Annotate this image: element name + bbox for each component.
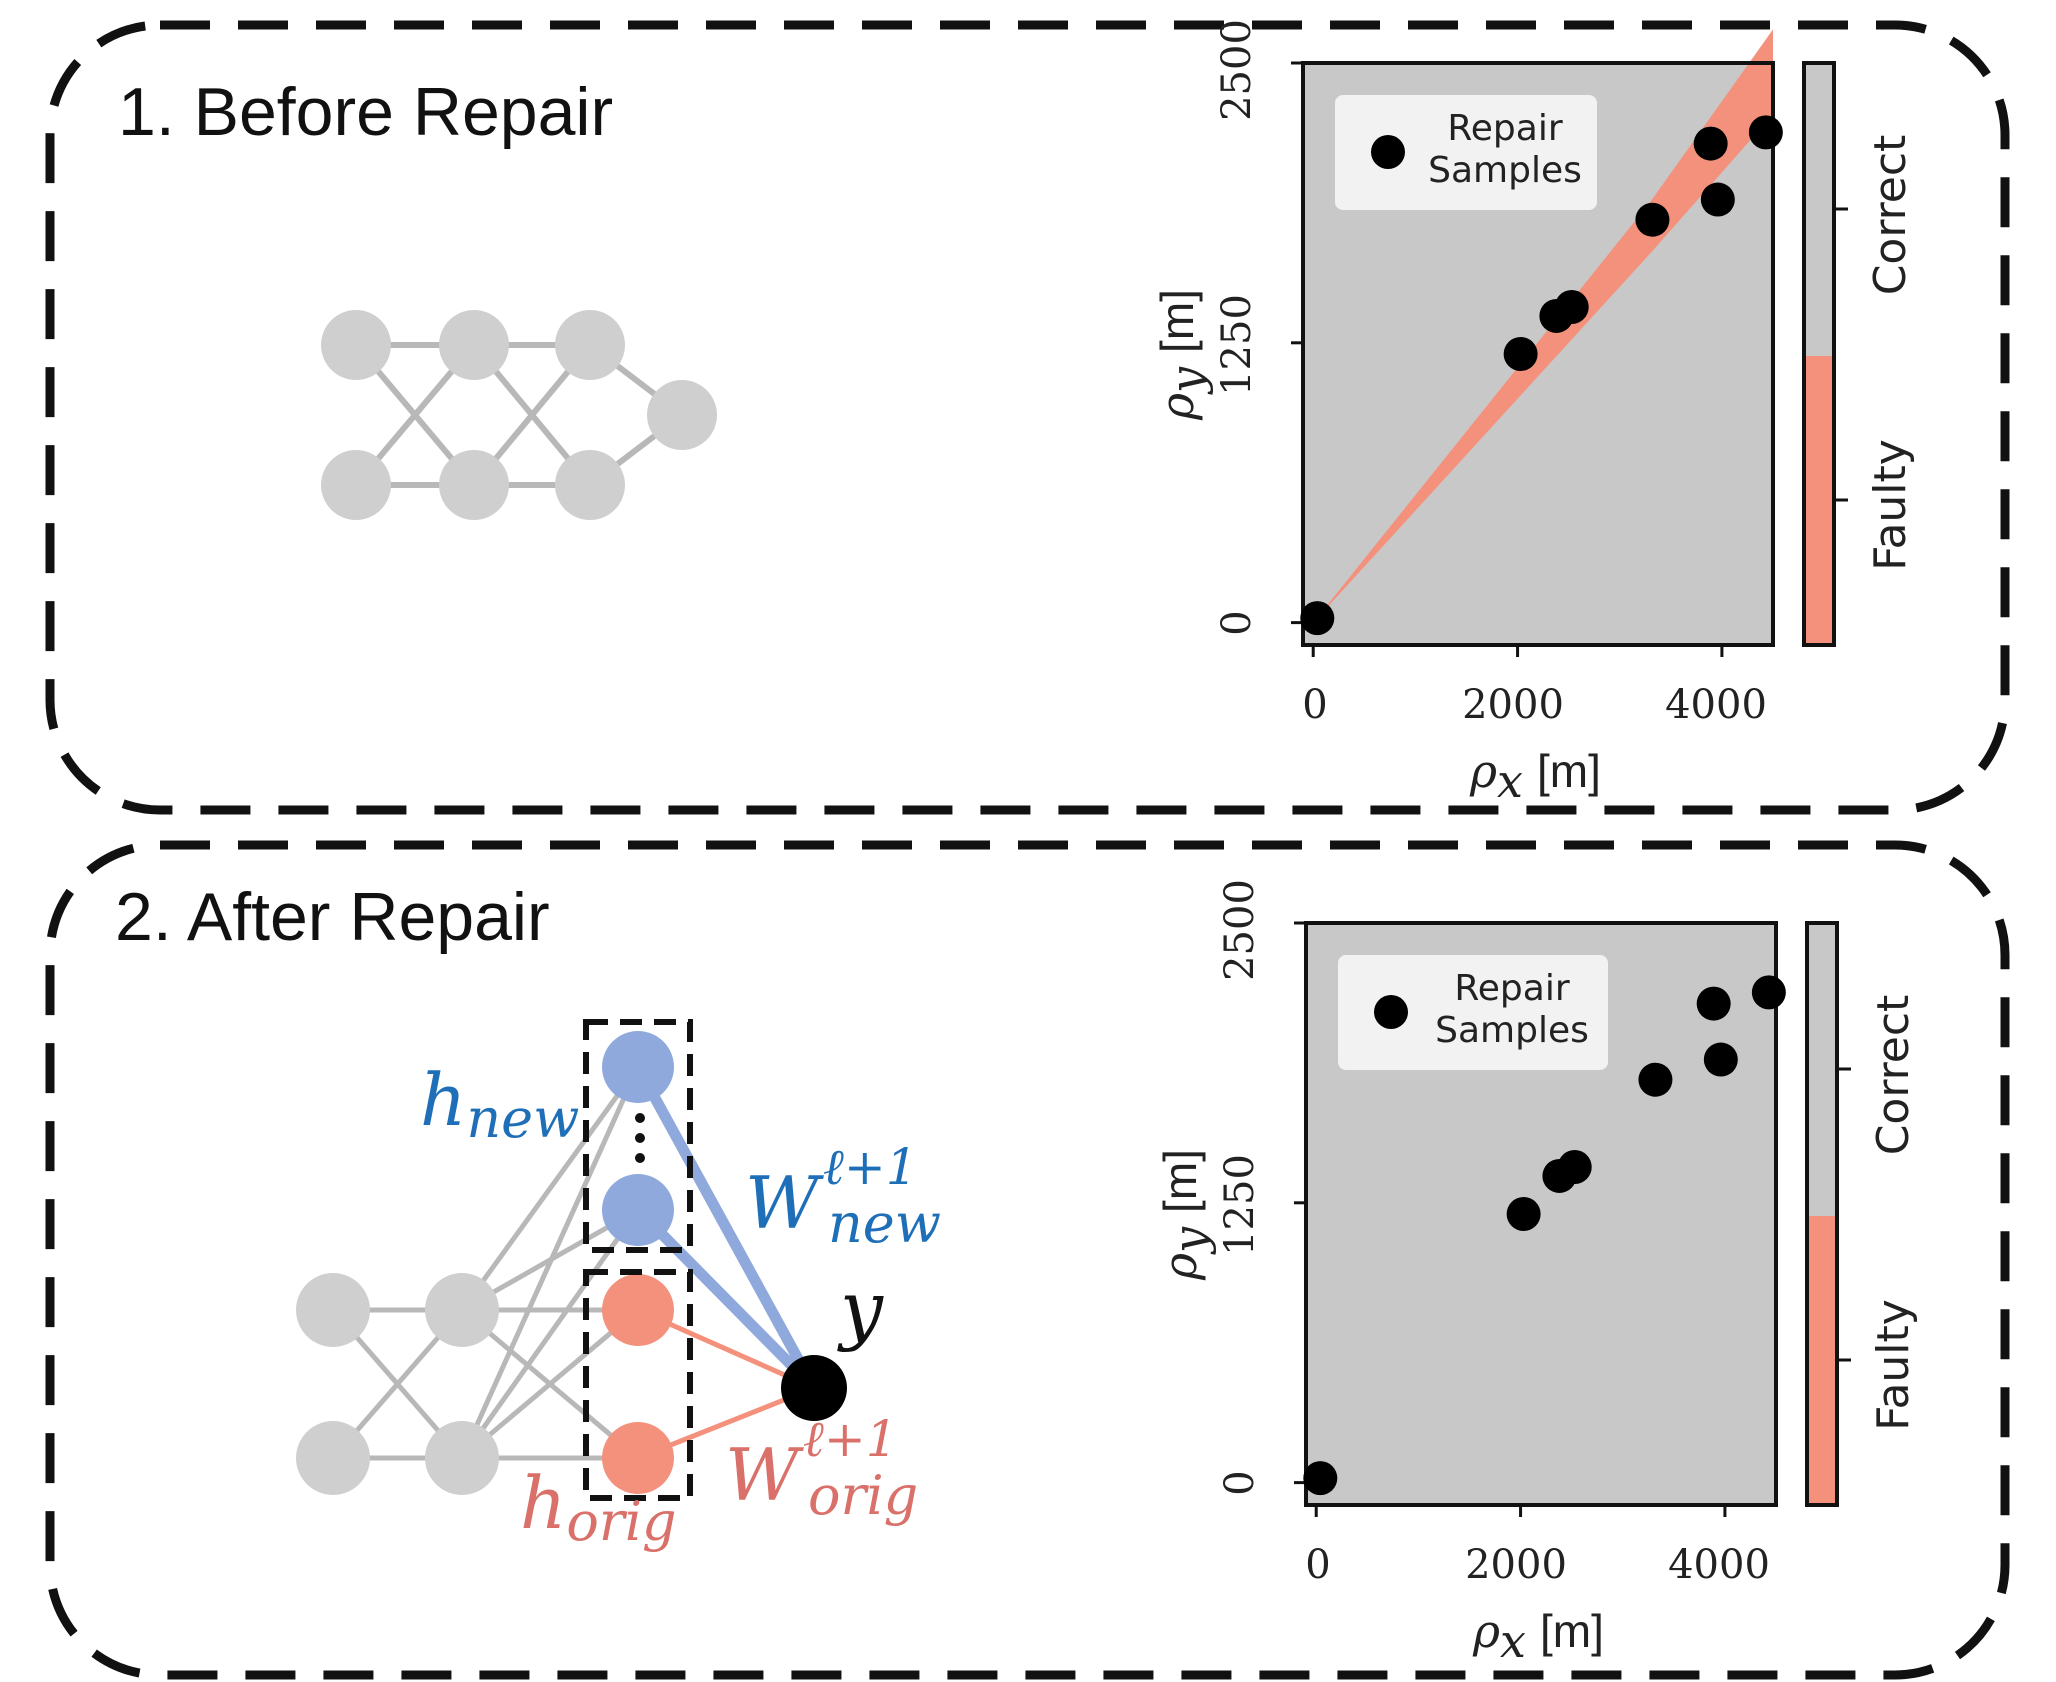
y-tick-label: 0 — [1217, 1470, 1263, 1495]
repair-sample-point — [1700, 182, 1735, 217]
y-tick-label: 0 — [1214, 610, 1260, 635]
repair-sample-point — [1635, 202, 1670, 237]
node — [439, 310, 509, 380]
legend-line-1: Repair — [1454, 968, 1569, 1009]
weights-new — [632, 1061, 820, 1394]
node — [555, 450, 625, 520]
w-orig-label: Wℓ+1 orig — [725, 1410, 918, 1527]
colorbar-faulty — [1804, 356, 1834, 645]
network-before — [353, 342, 684, 488]
repair-sample-point — [1300, 601, 1335, 636]
legend-line-2: Samples — [1428, 150, 1582, 191]
x-tick-label: 2000 — [1465, 1542, 1567, 1588]
panel-1-title: 1. Before Repair — [118, 74, 613, 150]
ellipsis-dots — [635, 1113, 645, 1163]
legend-line-1: Repair — [1447, 108, 1562, 149]
x-tick-label: 4000 — [1665, 682, 1767, 728]
y-axis-label: ρy[m] — [1150, 289, 1214, 421]
repair-sample-point — [1554, 289, 1589, 324]
y-label: y — [837, 1264, 884, 1353]
node — [439, 450, 509, 520]
new-neuron — [602, 1174, 674, 1246]
colorbar-label-faulty: Faulty — [1868, 1299, 1919, 1431]
legend-box — [1335, 95, 1597, 210]
network-after-nodes — [296, 1031, 847, 1495]
chart-after: Repair Samples 0 2000 4000 0 1250 2500 ρ… — [1153, 879, 1919, 1668]
y-tick-label: 1250 — [1217, 1154, 1263, 1256]
panel-2-title: 2. After Repair — [115, 879, 550, 955]
repair-sample-point — [1751, 975, 1786, 1010]
y-tick-label: 2500 — [1217, 879, 1263, 981]
axes-frame — [1304, 921, 1778, 1507]
repair-sample-point — [1557, 1149, 1592, 1184]
chart-before: Repair Samples 0 2000 4000 0 1250 2500 ρ… — [1150, 19, 1916, 808]
node — [425, 1273, 499, 1347]
x-tick-label: 0 — [1302, 682, 1327, 728]
repair-samples — [1303, 975, 1786, 1496]
repair-samples — [1300, 115, 1783, 636]
node — [296, 1273, 370, 1347]
repair-sample-point — [1703, 1042, 1738, 1077]
legend-marker — [1371, 135, 1405, 169]
h-orig-label: horig — [520, 1461, 677, 1553]
repair-sample-point — [1693, 126, 1728, 161]
new-neuron — [602, 1031, 674, 1103]
network-before-nodes — [321, 310, 717, 520]
y-tick-label: 2500 — [1214, 19, 1260, 121]
panel-1-frame — [45, 20, 2010, 815]
colorbar-frame — [1805, 921, 1839, 1507]
axes-frame — [1301, 61, 1775, 647]
repair-sample-point — [1748, 115, 1783, 150]
legend-marker — [1374, 995, 1408, 1029]
x-axis-label: ρx [m] — [1472, 1604, 1604, 1668]
colorbar-label-correct: Correct — [1868, 995, 1919, 1156]
x-tick-label: 4000 — [1668, 1542, 1770, 1588]
h-new-label: hnew — [420, 1058, 579, 1150]
axis-ticks — [1294, 921, 1727, 1517]
output-node — [647, 380, 717, 450]
x-tick-label: 0 — [1305, 1542, 1330, 1588]
node — [321, 450, 391, 520]
colorbar-correct — [1804, 63, 1834, 356]
output-node-y — [781, 1355, 847, 1421]
node — [425, 1421, 499, 1495]
x-axis-label: ρx [m] — [1469, 744, 1601, 808]
legend-box — [1338, 955, 1608, 1070]
y-axis-label: ρy[m] — [1153, 1149, 1217, 1281]
panel-2-frame — [45, 840, 2010, 1680]
new-neurons-box — [583, 1019, 693, 1253]
orig-neurons-box — [583, 1269, 693, 1501]
node — [321, 310, 391, 380]
colorbar-label-faulty: Faulty — [1865, 439, 1916, 571]
colorbar-faulty — [1807, 1216, 1837, 1505]
repair-sample-point — [1503, 337, 1538, 371]
repair-sample-point — [1506, 1197, 1541, 1231]
w-new-label: Wℓ+1 new — [745, 1138, 941, 1255]
node — [296, 1421, 370, 1495]
colorbar-frame — [1802, 61, 1836, 647]
orig-neuron — [602, 1422, 674, 1494]
legend-line-2: Samples — [1435, 1010, 1589, 1051]
repair-sample-point — [1303, 1461, 1338, 1496]
colorbar-label-correct: Correct — [1865, 135, 1916, 296]
y-tick-label: 1250 — [1214, 294, 1260, 396]
repair-sample-point — [1638, 1062, 1673, 1097]
orig-neuron — [602, 1274, 674, 1346]
repair-sample-point — [1696, 986, 1731, 1021]
node — [555, 310, 625, 380]
colorbar-correct — [1807, 923, 1837, 1216]
x-tick-label: 2000 — [1462, 682, 1564, 728]
